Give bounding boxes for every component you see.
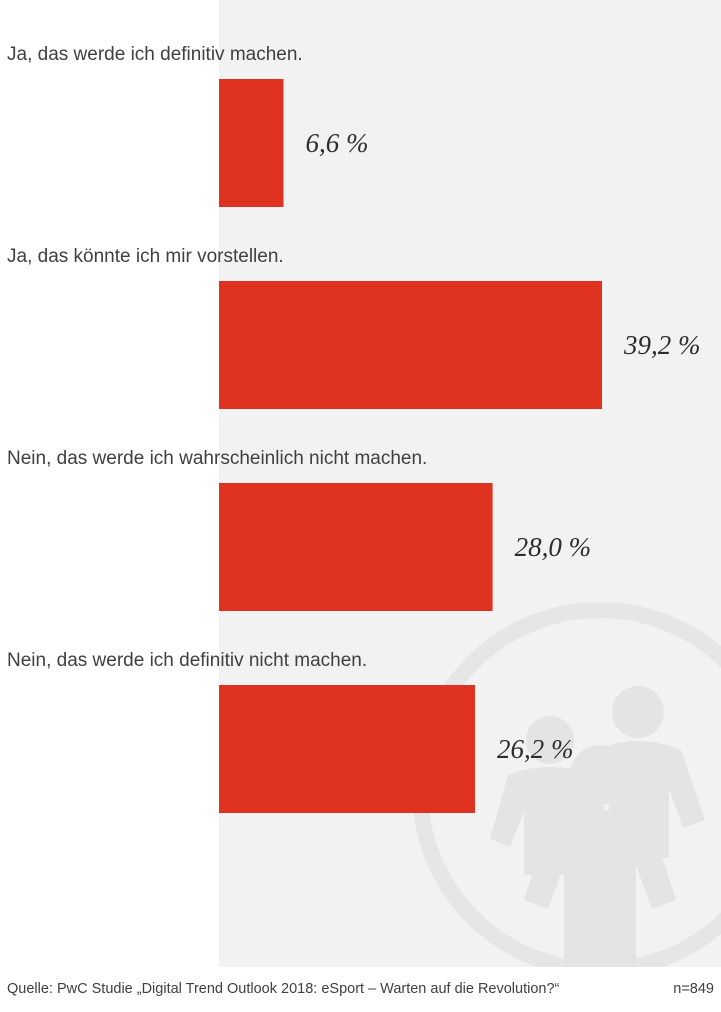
bar-2: [219, 281, 602, 409]
bar-chart: Ja, das werde ich definitiv machen. 6,6 %…: [7, 44, 701, 813]
sample-size: n=849: [673, 981, 714, 997]
category-label-2: Ja, das könnte ich mir vorstellen.: [7, 246, 284, 267]
source-note: Quelle: PwC Studie „Digital Trend Outloo…: [7, 981, 560, 997]
category-label-4: Nein, das werde ich definitiv nicht mach…: [7, 650, 367, 671]
category-label-3: Nein, das werde ich wahrscheinlich nicht…: [7, 448, 427, 469]
bar-4: [219, 685, 475, 813]
value-label-2: 39,2 %: [623, 330, 701, 360]
bar-1: [219, 79, 284, 207]
value-label-4: 26,2 %: [497, 734, 574, 764]
bar-3: [219, 483, 493, 611]
value-label-1: 6,6 %: [305, 128, 368, 158]
value-label-3: 28,0 %: [515, 532, 592, 562]
category-label-1: Ja, das werde ich definitiv machen.: [7, 44, 303, 65]
